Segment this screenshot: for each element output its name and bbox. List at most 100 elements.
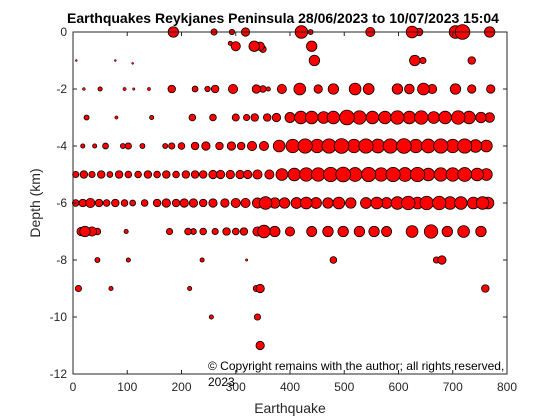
earthquake-point-82 [119,143,126,149]
earthquake-point-227 [329,256,338,264]
earthquake-point-110 [457,138,473,154]
earthquake-point-21 [467,56,476,65]
earthquake-point-161 [140,199,149,207]
earthquake-point-94 [258,140,269,152]
earthquake-point-65 [326,110,341,125]
earthquake-point-225 [199,257,205,263]
earthquake-point-104 [382,138,398,154]
earthquake-point-52 [114,115,119,120]
earthquake-point-66 [339,109,355,126]
earthquake-point-53 [149,115,155,121]
earthquake-point-69 [378,110,392,125]
earthquake-point-25 [82,87,86,91]
earthquake-point-56 [231,113,240,122]
earthquake-point-67 [352,110,367,125]
earthquake-point-179 [322,197,334,209]
earthquake-point-201 [184,227,192,236]
earthquake-point-70 [390,110,405,125]
earthquake-point-105 [396,138,412,154]
earthquake-point-177 [299,196,313,210]
earthquake-point-73 [427,111,441,124]
earthquake-point-123 [162,170,171,179]
y-axis-label: Depth (km) [27,168,43,237]
earthquake-point-132 [243,169,253,180]
earthquake-point-92 [236,141,246,151]
earthquake-point-168 [208,198,218,208]
earthquake-point-35 [251,84,261,94]
chart-title: Earthquakes Reykjanes Peninsula 28/06/20… [67,10,499,26]
earthquake-point-193 [475,196,490,210]
earthquake-point-138 [311,167,326,182]
earthquake-point-77 [475,111,487,124]
earthquake-point-163 [161,198,171,208]
earthquake-point-231 [108,285,114,291]
earthquake-point-116 [97,170,106,179]
earthquake-point-13 [230,41,241,52]
earthquake-point-238 [255,340,265,351]
earthquake-point-235 [481,284,490,293]
x-tick-label-6: 600 [388,380,408,394]
earthquake-point-91 [226,141,237,151]
earthquake-point-159 [120,199,129,207]
earthquake-point-131 [235,169,245,180]
earthquake-point-137 [299,167,314,182]
x-tick-label-0: 0 [70,380,77,394]
earthquake-point-217 [381,226,392,237]
earthquake-point-134 [264,169,275,180]
earthquake-point-213 [322,225,334,238]
earthquake-point-27 [122,87,127,91]
earthquake-point-144 [385,166,401,183]
earthquake-point-81 [102,142,109,150]
earthquake-point-37 [265,86,271,92]
copyright-line-1: © Copyright remains with the author; all… [208,359,504,373]
earthquake-point-59 [263,113,272,122]
earthquake-point-83 [124,142,132,150]
earthquake-point-95 [272,139,286,153]
earthquake-point-148 [433,167,448,182]
earthquake-point-237 [253,313,262,321]
earthquake-point-169 [220,198,230,208]
earthquake-point-26 [97,86,103,92]
earthquake-point-72 [414,110,429,125]
earthquake-point-162 [152,198,162,208]
earthquake-point-220 [441,225,453,238]
earthquake-point-29 [147,87,151,91]
x-tick-label-7: 700 [443,380,463,394]
earthquake-point-216 [368,225,380,238]
earthquake-point-150 [457,167,473,182]
earthquake-point-44 [391,83,404,95]
x-tick-label-1: 100 [117,380,137,394]
earthquake-point-126 [190,170,200,179]
earthquake-point-219 [423,224,439,239]
earthquake-point-128 [208,169,218,180]
earthquake-point-19 [409,54,421,67]
earthquake-point-75 [451,110,466,125]
earthquake-point-191 [454,196,468,210]
earthquake-point-68 [365,110,380,125]
earthquake-point-39 [293,82,307,96]
earthquake-point-96 [285,138,300,154]
x-axis-label: Earthquake [254,400,326,416]
earthquake-point-164 [171,198,181,208]
earthquake-point-42 [348,82,362,96]
earthquake-point-215 [353,225,366,238]
earthquake-point-165 [179,198,189,208]
earthquake-point-117 [106,171,114,178]
earthquake-point-127 [199,170,208,179]
earthquake-point-158 [111,198,120,208]
earthquake-point-18 [308,54,321,67]
earthquake-point-223 [94,257,101,263]
earthquake-point-49 [467,84,477,94]
earthquake-point-90 [215,141,224,151]
earthquake-point-199 [123,228,129,234]
earthquake-point-122 [153,170,161,179]
earthquake-point-30 [167,84,176,94]
y-tick-label-3: -6 [56,196,67,210]
earthquake-point-146 [409,166,426,183]
earthquake-point-108 [433,138,449,154]
earthquake-point-14 [248,40,260,52]
earthquake-point-17 [306,40,318,52]
earthquake-point-181 [345,197,357,209]
earthquake-point-204 [211,227,219,236]
earthquake-point-196 [79,225,91,238]
